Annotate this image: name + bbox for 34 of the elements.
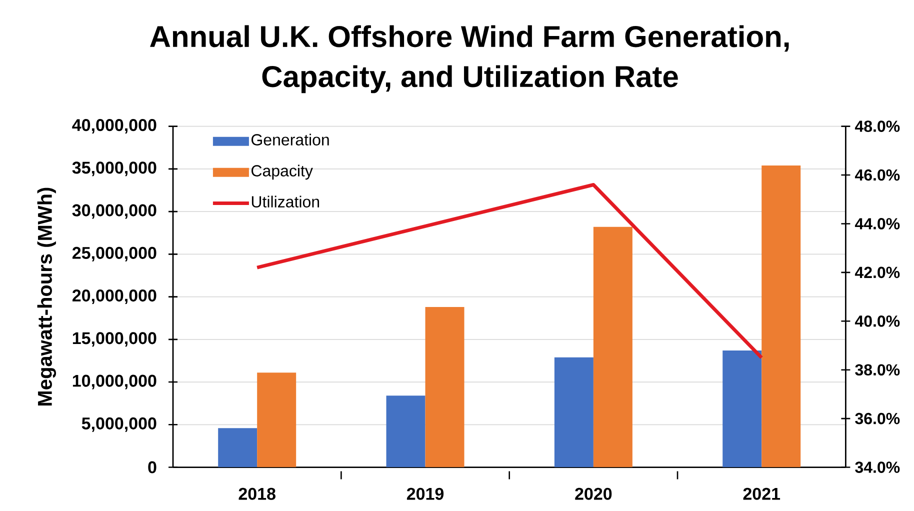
bar: [722, 350, 762, 468]
x-tick-label: 2021: [743, 488, 780, 500]
y-tick-label: 20,000,000: [72, 290, 156, 304]
y-tick-label: 10,000,000: [72, 374, 156, 390]
bar: [386, 396, 426, 468]
y-tick-label: 25,000,000: [72, 246, 156, 262]
y-tick-label: 35,000,000: [72, 162, 156, 176]
legend-label: Capacity: [252, 164, 313, 180]
x-tick-label: 2019: [406, 488, 444, 500]
y2-tick-label: 34.0%: [855, 462, 900, 473]
y-tick-label: 30,000,000: [72, 204, 156, 219]
y-tick-label: 0: [148, 461, 156, 474]
bar: [425, 307, 464, 468]
y2-tick-label: 42.0%: [854, 266, 900, 278]
legend-label: Generation: [252, 134, 329, 146]
y-axis-title: Megawatt-hours (MWh): [37, 188, 56, 406]
y2-tick-label: 46.0%: [854, 169, 900, 181]
y2-tick-label: 44.0%: [854, 218, 900, 230]
bar: [762, 166, 801, 468]
y2-tick-label: 36.0%: [855, 412, 900, 424]
y2-tick-label: 40.0%: [854, 315, 900, 327]
x-tick-label: 2018: [238, 488, 276, 500]
chart-title: Annual U.K. Offshore Wind Farm Generation, Capacity, and Utilization Rate: [150, 25, 789, 94]
y2-tick-label: 48.0%: [854, 120, 900, 132]
y-tick-label: 40,000,000: [72, 119, 156, 134]
legend-label: Utilization: [252, 196, 320, 208]
y2-tick-label: 38.0%: [855, 364, 900, 376]
bar: [218, 428, 258, 468]
y-tick-label: 5,000,000: [82, 417, 156, 432]
x-tick-label: 2020: [575, 488, 612, 500]
y-tick-label: 15,000,000: [72, 332, 156, 347]
bar: [593, 226, 632, 468]
bar: [257, 372, 296, 468]
bar: [554, 357, 594, 468]
